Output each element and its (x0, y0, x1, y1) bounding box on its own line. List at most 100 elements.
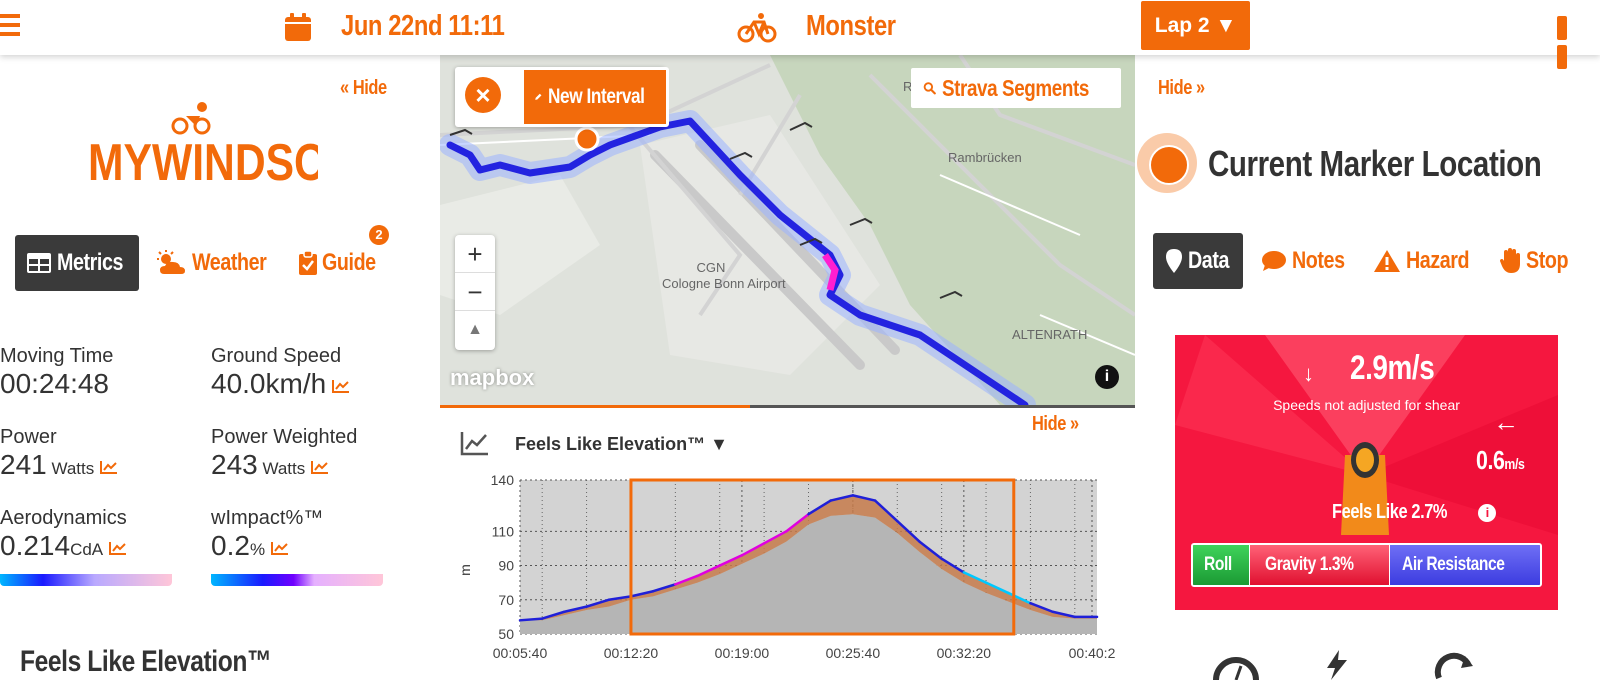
chart-trend-icon[interactable] (100, 460, 118, 474)
chart-trend-icon[interactable] (311, 460, 329, 474)
x-tick-label: 00:05:40 (493, 645, 548, 661)
hide-elevation-button[interactable]: Hide » (1032, 413, 1079, 435)
crosswind-value: 0.6 (1476, 445, 1505, 475)
top-bar: Jun 22nd 11:11 Monster Lap 2 ▼ (0, 0, 1600, 69)
refresh-icon[interactable] (1431, 650, 1477, 680)
y-tick-label: 50 (498, 626, 514, 642)
tab-metrics[interactable]: Metrics (15, 235, 139, 291)
lap-selector-button[interactable]: Lap 2 ▼ (1141, 1, 1250, 50)
elevation-line-segment (740, 542, 766, 557)
zoom-out-button[interactable]: − (455, 273, 495, 311)
tab-stop[interactable]: Stop (1500, 233, 1577, 289)
power-weighted-value: 243 (211, 449, 258, 480)
strava-segments-button[interactable]: Strava Segments (911, 68, 1121, 108)
info-icon[interactable]: i (1478, 503, 1497, 522)
map-label-airport: Cologne Bonn Airport (662, 276, 786, 291)
tab-data[interactable]: Data (1153, 233, 1243, 289)
elevation-line-segment (563, 605, 588, 614)
shear-note: Speeds not adjusted for shear (1273, 397, 1460, 413)
elevation-line-segment (607, 595, 633, 602)
elevation-line-segment (1006, 591, 1032, 605)
new-interval-button[interactable]: New Interval (521, 67, 669, 127)
right-panel: Hide » Current Marker Location Data Note… (1135, 55, 1600, 680)
elevation-fill (520, 514, 1097, 634)
headwind-arrow-icon: ↓ (1303, 361, 1314, 386)
activity-name[interactable]: Monster (806, 10, 896, 42)
tab-notes-label: Notes (1292, 247, 1345, 274)
tab-hazard[interactable]: Hazard (1373, 233, 1483, 289)
x-tick-label: 00:32:20 (937, 645, 992, 661)
wimpact-unit: % (249, 540, 266, 559)
air-resistance-label: Air Resistance (1402, 554, 1505, 575)
map-label-clipped: R (903, 79, 913, 94)
wimpact-label: wImpact%™ (211, 507, 324, 529)
elevation-line-segment (962, 571, 988, 584)
power-value: 241 (0, 449, 47, 480)
map-label-cgn: CGN (696, 260, 726, 275)
interval-toolbar: × New Interval (455, 67, 669, 127)
y-tick-label: 110 (492, 523, 515, 539)
info-icon[interactable]: i (1095, 365, 1119, 389)
area-chart-icon[interactable] (460, 430, 490, 456)
wind-background (1175, 335, 1558, 535)
strava-segments-label: Strava Segments (941, 74, 1089, 101)
gauge-icon[interactable] (1213, 650, 1259, 680)
y-tick-label: 90 (498, 558, 514, 574)
mapbox-logo: mapbox (450, 365, 535, 390)
marker-location-icon (1137, 133, 1197, 193)
elevation-y-label: m (457, 564, 473, 576)
pause-icon[interactable] (1557, 16, 1583, 69)
compass-icon[interactable]: ▲ (467, 321, 483, 338)
hide-right-panel-button[interactable]: Hide » (1158, 77, 1205, 99)
gravity-segment: Gravity 1.3% (1249, 545, 1389, 585)
tab-guide[interactable]: Guide (298, 235, 388, 291)
x-tick-label: 00:12:20 (604, 645, 659, 661)
wimpact-gradient-bar (211, 574, 383, 586)
aerodynamics-label: Aerodynamics (0, 507, 127, 529)
elevation-metric-dropdown[interactable]: Feels Like Elevation™ ▼ (515, 434, 728, 454)
tab-notes[interactable]: Notes (1261, 233, 1356, 289)
lightning-icon[interactable] (1313, 650, 1359, 680)
bicycle-icon (737, 13, 777, 43)
elevation-panel: Hide » Feels Like Elevation™ ▼ m 50 70 90 1… (440, 405, 1135, 675)
tab-metrics-label: Metrics (57, 249, 124, 276)
tab-stop-label: Stop (1526, 247, 1569, 274)
chart-trend-icon[interactable] (109, 541, 127, 555)
wind-data-card: ↓ 2.9m/s Speeds not adjusted for shear ←… (1175, 335, 1558, 610)
map-pin-icon (1166, 249, 1182, 273)
ground-speed-metric: 40.0km/h (211, 368, 350, 400)
elevation-progress-bar (440, 405, 750, 408)
elevation-line-segment (762, 530, 788, 545)
pencil-icon (535, 93, 542, 100)
menu-icon[interactable] (0, 14, 22, 40)
elevation-line-segment (540, 610, 566, 620)
power-weighted-unit: Watts (257, 459, 306, 478)
hand-stop-icon (1500, 248, 1520, 273)
wimpact-metric: 0.2% (211, 530, 289, 562)
force-breakdown-bar: Roll Gravity 1.3% Air Resistance (1191, 543, 1542, 587)
elevation-line-segment (585, 598, 611, 608)
y-tick-label: 140 (491, 472, 515, 488)
elevation-line-segment (984, 581, 1010, 595)
map-label-altenrath: ALTENRATH (1012, 327, 1088, 342)
feels-like-label: Feels Like 2.7% (1332, 501, 1448, 523)
elevation-line-segment (873, 499, 899, 523)
crosswind-arrow-icon: ← (1493, 407, 1519, 437)
guide-badge: 2 (369, 225, 389, 245)
elevation-line-segment (896, 519, 921, 543)
chart-trend-icon[interactable] (271, 541, 289, 555)
elevation-line-segment (829, 494, 855, 502)
elevation-chart[interactable]: m 50 70 90 110 140 00:05:40 00:12:20 00:19:00 00… (440, 468, 1135, 678)
elevation-line-segment (674, 574, 699, 586)
warning-icon (1374, 250, 1400, 272)
tab-weather[interactable]: Weather (156, 235, 283, 291)
activity-date[interactable]: Jun 22nd 11:11 (341, 10, 505, 42)
power-weighted-label: Power Weighted (211, 426, 358, 448)
zoom-in-button[interactable]: + (455, 235, 495, 273)
hide-left-panel-button[interactable]: « Hide (340, 77, 387, 99)
close-icon[interactable]: × (465, 77, 501, 113)
route-map[interactable]: Rambrücken CGN Cologne Bonn Airport ALTE… (440, 55, 1135, 405)
chart-trend-icon[interactable] (332, 379, 350, 393)
feels-like-elevation-heading: Feels Like Elevation™ (20, 645, 272, 678)
power-weighted-metric: 243 Watts (211, 449, 329, 481)
